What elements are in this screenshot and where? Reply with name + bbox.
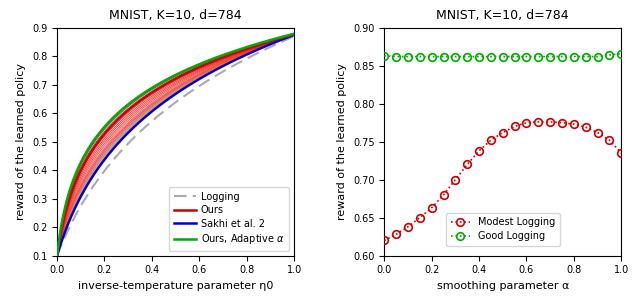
Logging <box>238 59 246 63</box>
Ours <box>77 168 85 171</box>
Modest Logging <box>451 178 459 181</box>
Good Logging <box>416 55 424 59</box>
Logging <box>290 34 298 38</box>
Line: Modest Logging: Modest Logging <box>380 118 625 244</box>
Good Logging <box>476 55 483 59</box>
Good Logging <box>511 55 519 59</box>
X-axis label: inverse-temperature parameter η0: inverse-temperature parameter η0 <box>78 281 273 291</box>
Ours, Adaptive $\alpha$ <box>77 160 85 163</box>
Ours <box>242 47 250 51</box>
Modest Logging <box>605 138 613 142</box>
Legend: Modest Logging, Good Logging: Modest Logging, Good Logging <box>446 213 560 246</box>
Good Logging <box>570 55 578 59</box>
Modest Logging <box>499 131 507 134</box>
Modest Logging <box>487 138 495 142</box>
Sakhi et al. 2 <box>216 66 224 70</box>
Good Logging <box>594 55 602 59</box>
Line: Good Logging: Good Logging <box>380 50 625 60</box>
Modest Logging <box>522 121 530 124</box>
Ours, Adaptive $\alpha$ <box>53 254 61 257</box>
Good Logging <box>392 55 400 59</box>
Modest Logging <box>594 131 602 134</box>
Ours, Adaptive $\alpha$ <box>216 54 224 58</box>
Line: Logging: Logging <box>57 36 294 256</box>
Good Logging <box>547 55 554 59</box>
Good Logging <box>618 52 625 55</box>
Ours <box>290 32 298 36</box>
Modest Logging <box>582 125 590 129</box>
Logging <box>216 71 224 75</box>
Ours, Adaptive $\alpha$ <box>238 47 246 51</box>
Modest Logging <box>392 233 400 236</box>
Logging <box>242 57 250 61</box>
Legend: Logging, Ours, Sakhi et al. 2, Ours, Adaptive $\alpha$: Logging, Ours, Sakhi et al. 2, Ours, Ada… <box>169 187 289 251</box>
Sakhi et al. 2 <box>158 102 165 106</box>
Ours, Adaptive $\alpha$ <box>290 32 298 35</box>
Good Logging <box>463 55 471 59</box>
X-axis label: smoothing parameter α: smoothing parameter α <box>437 281 569 291</box>
Modest Logging <box>618 151 625 155</box>
Sakhi et al. 2 <box>149 109 157 112</box>
Ours <box>216 57 224 60</box>
Title: MNIST, K=10, d=784: MNIST, K=10, d=784 <box>109 9 242 22</box>
Ours <box>149 90 157 94</box>
Ours <box>158 85 165 89</box>
Line: Sakhi et al. 2: Sakhi et al. 2 <box>57 35 294 256</box>
Modest Logging <box>534 120 542 124</box>
Sakhi et al. 2 <box>77 194 85 197</box>
Logging <box>77 203 85 207</box>
Good Logging <box>534 55 542 59</box>
Good Logging <box>499 55 507 59</box>
Sakhi et al. 2 <box>238 55 246 59</box>
Modest Logging <box>511 125 519 128</box>
Good Logging <box>451 55 459 59</box>
Good Logging <box>428 55 436 59</box>
Modest Logging <box>547 120 554 124</box>
Title: MNIST, K=10, d=784: MNIST, K=10, d=784 <box>436 9 569 22</box>
Good Logging <box>605 53 613 57</box>
Ours, Adaptive $\alpha$ <box>149 85 157 89</box>
Logging <box>53 254 61 257</box>
Good Logging <box>582 55 590 59</box>
Good Logging <box>487 55 495 59</box>
Modest Logging <box>440 193 448 197</box>
Good Logging <box>440 55 448 59</box>
Y-axis label: reward of the learned policy: reward of the learned policy <box>16 63 27 220</box>
Logging <box>149 118 157 122</box>
Modest Logging <box>428 206 436 210</box>
Y-axis label: reward of the learned policy: reward of the learned policy <box>337 63 347 220</box>
Sakhi et al. 2 <box>290 33 298 37</box>
Good Logging <box>559 55 566 59</box>
Sakhi et al. 2 <box>53 254 61 257</box>
Modest Logging <box>476 149 483 153</box>
Modest Logging <box>404 225 411 229</box>
Modest Logging <box>570 122 578 126</box>
Line: Ours: Ours <box>57 34 294 256</box>
Line: Ours, Adaptive $\alpha$: Ours, Adaptive $\alpha$ <box>57 34 294 256</box>
Good Logging <box>380 54 388 58</box>
Ours <box>53 254 61 257</box>
Logging <box>158 111 165 115</box>
Modest Logging <box>416 216 424 220</box>
Modest Logging <box>463 163 471 166</box>
Ours, Adaptive $\alpha$ <box>158 80 165 84</box>
Ours, Adaptive $\alpha$ <box>242 45 250 49</box>
Sakhi et al. 2 <box>242 53 250 57</box>
Modest Logging <box>559 121 566 124</box>
Ours <box>238 49 246 52</box>
Good Logging <box>404 55 411 59</box>
Modest Logging <box>380 239 388 242</box>
Good Logging <box>522 55 530 59</box>
